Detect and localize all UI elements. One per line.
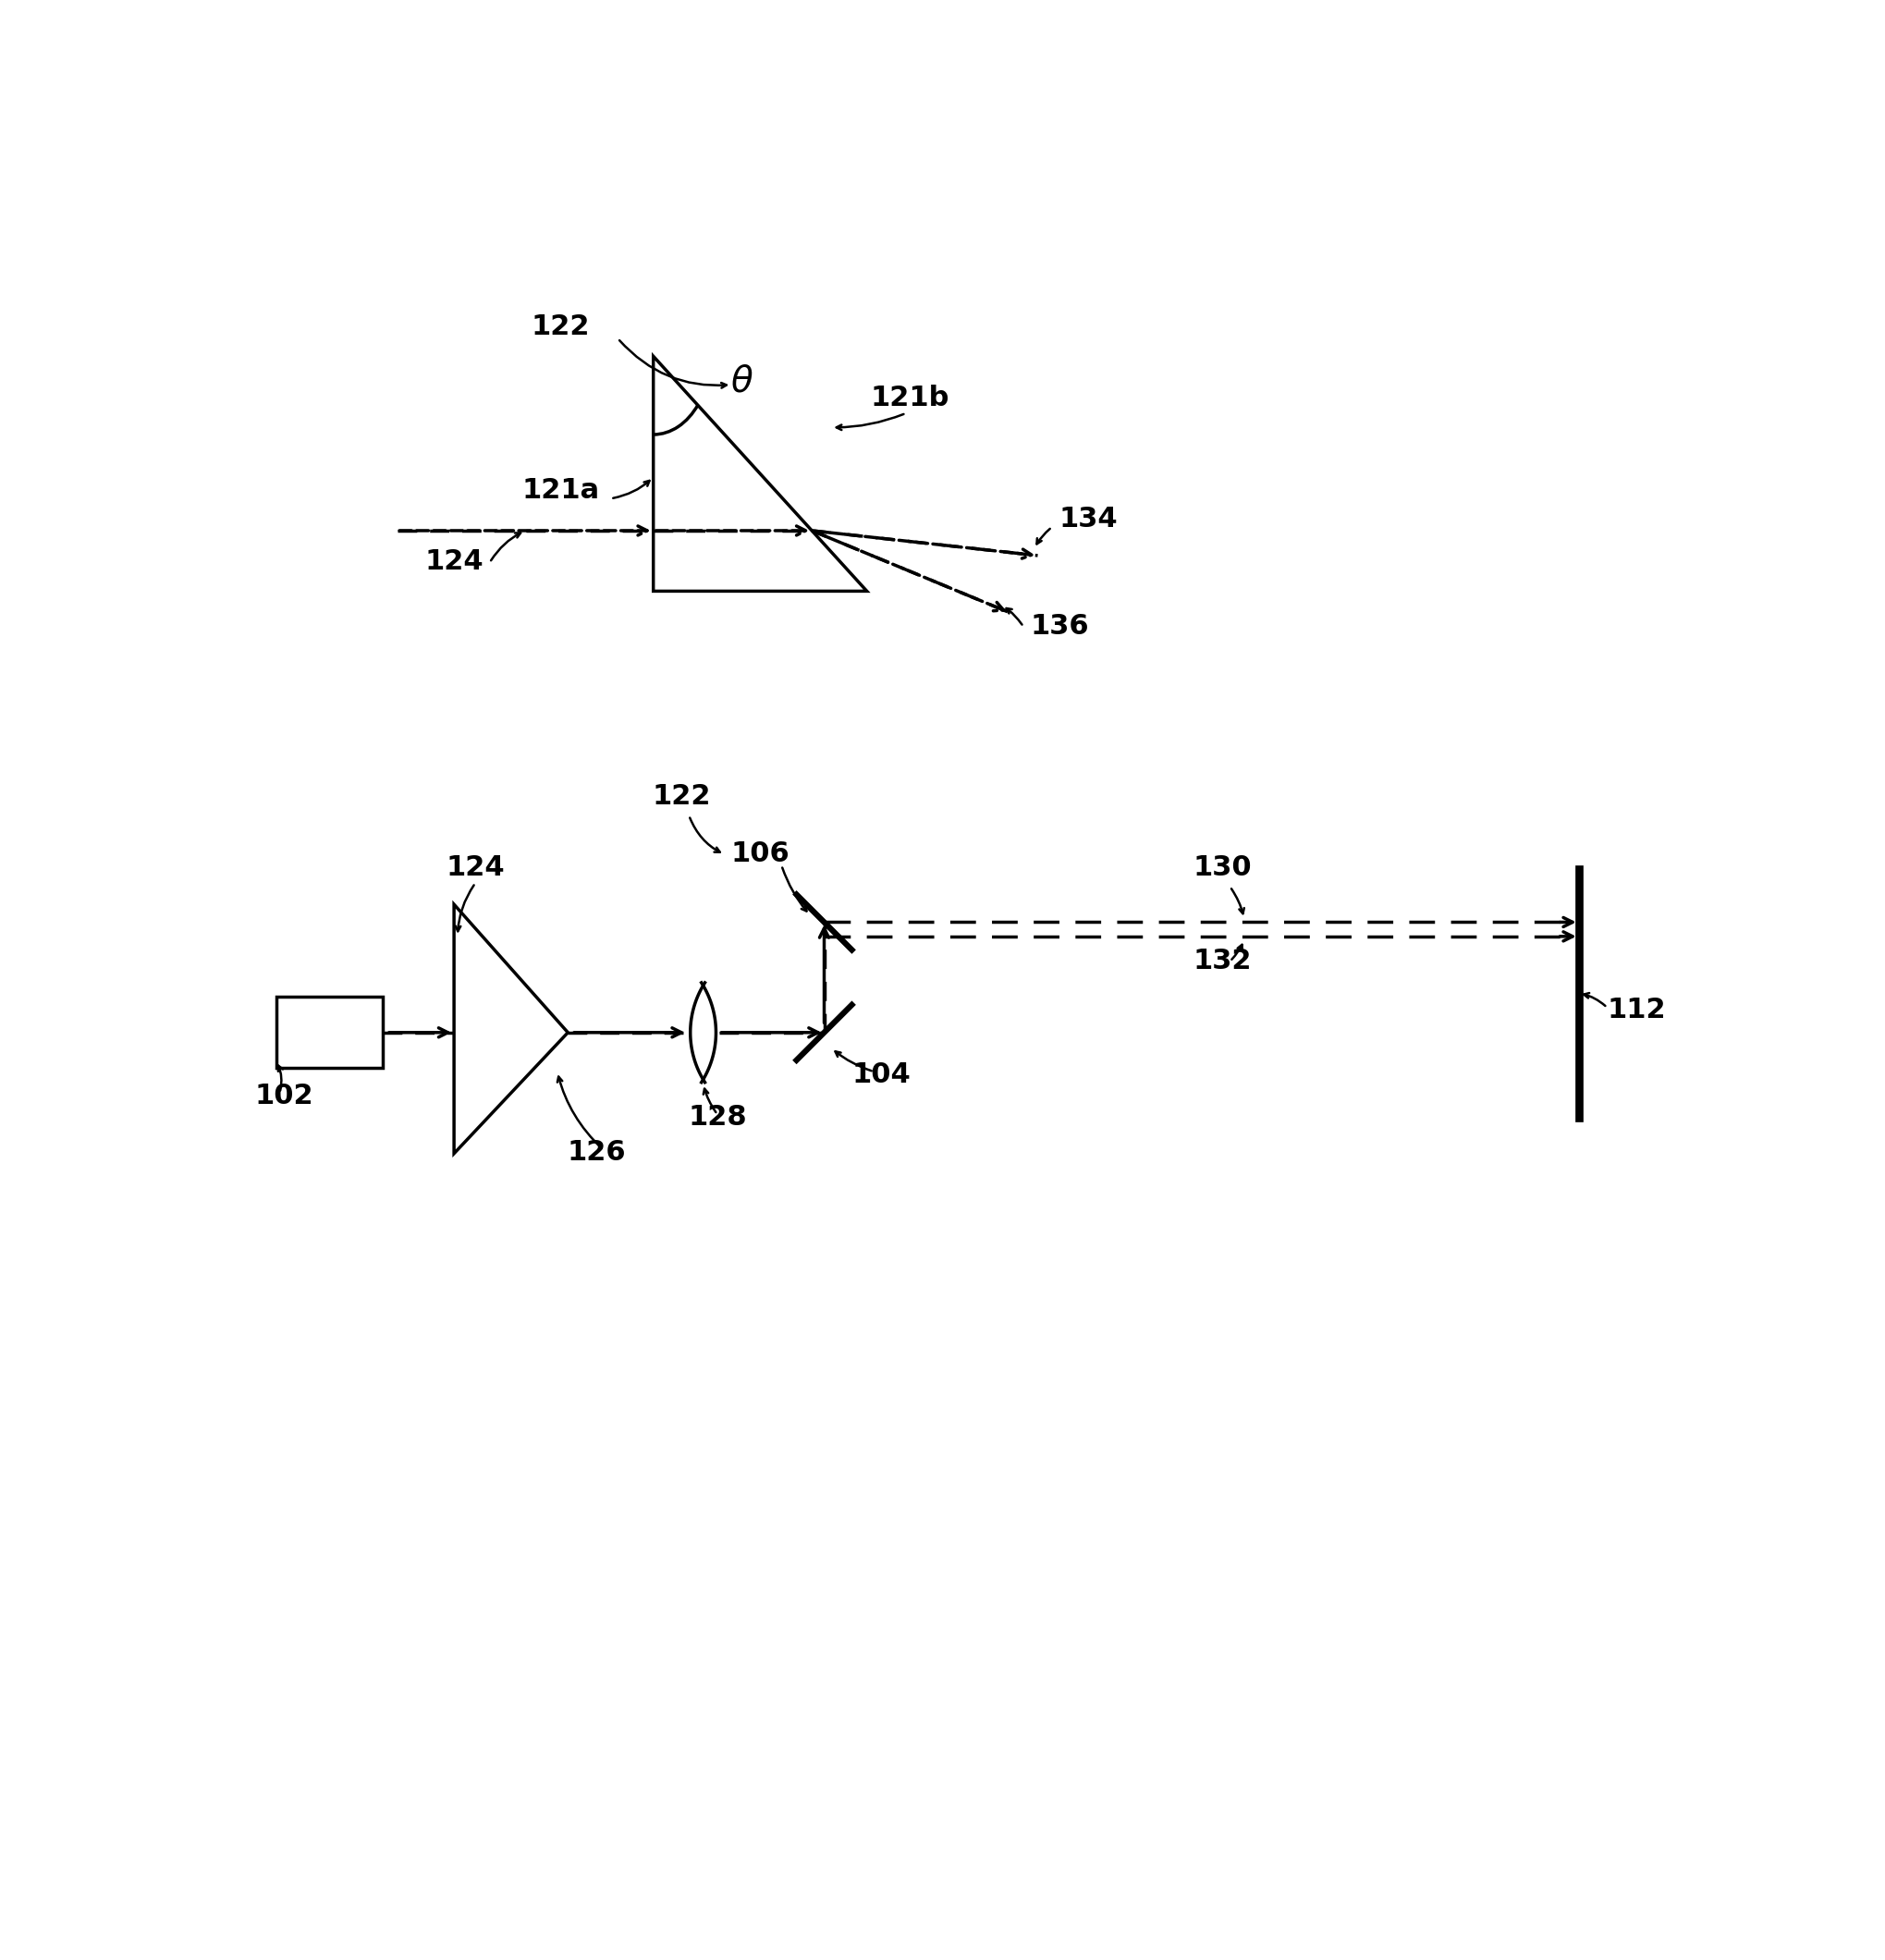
Text: 136: 136 [1029, 613, 1090, 639]
Text: 102: 102 [254, 1082, 313, 1109]
Text: 106: 106 [729, 841, 790, 866]
Text: 112: 112 [1606, 998, 1664, 1023]
Text: 124: 124 [424, 549, 483, 576]
Text: 122: 122 [532, 314, 590, 341]
Text: 121b: 121b [869, 384, 948, 412]
Text: 132: 132 [1193, 947, 1252, 974]
Text: 122: 122 [652, 784, 711, 809]
Text: 128: 128 [688, 1103, 746, 1131]
Text: 126: 126 [567, 1139, 626, 1166]
Text: 134: 134 [1059, 506, 1118, 533]
Text: 124: 124 [445, 855, 505, 882]
Bar [275, 998, 383, 1068]
Text: 121a: 121a [522, 478, 599, 504]
Text: 104: 104 [852, 1060, 910, 1088]
Text: 130: 130 [1193, 855, 1252, 882]
Text: $\theta$: $\theta$ [729, 365, 754, 400]
